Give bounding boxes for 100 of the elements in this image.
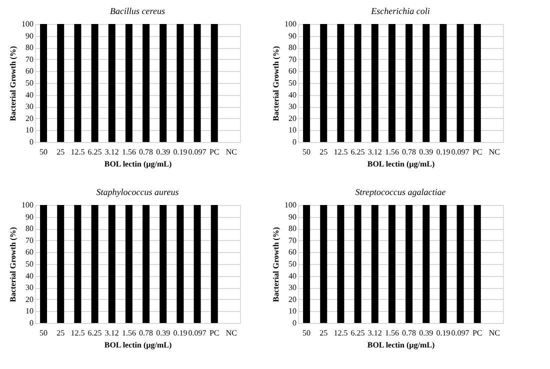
x-tick-label: NC bbox=[226, 328, 238, 338]
y-tick-label: 70 bbox=[288, 236, 296, 245]
y-tick-label: 60 bbox=[288, 66, 296, 76]
x-tick-label: 3.12 bbox=[104, 148, 119, 156]
x-tick-label: 6.25 bbox=[88, 328, 102, 338]
x-tick-label: 0.78 bbox=[402, 328, 416, 338]
x-axis-title: BOL lectin (µg/mL) bbox=[104, 340, 172, 350]
y-tick-label: 0 bbox=[30, 318, 34, 328]
x-tick-label: 50 bbox=[302, 148, 311, 156]
x-tick-label: NC bbox=[488, 148, 500, 156]
y-tick-label: 40 bbox=[26, 271, 34, 280]
x-tick-label: 25 bbox=[320, 148, 328, 156]
y-tick-label: 0 bbox=[292, 138, 296, 146]
y-tick-label: 60 bbox=[288, 248, 296, 257]
x-tick-label: 0.78 bbox=[139, 328, 154, 338]
x-tick-label: PC bbox=[472, 328, 482, 338]
x-tick-label: PC bbox=[209, 148, 220, 156]
y-tick-label: 10 bbox=[288, 126, 296, 135]
y-tick-label: 70 bbox=[26, 54, 34, 64]
y-tick-label: 100 bbox=[284, 20, 296, 28]
x-tick-label: 25 bbox=[56, 148, 65, 156]
y-tick-label: 40 bbox=[26, 90, 34, 100]
y-tick-label: 100 bbox=[22, 200, 34, 210]
y-tick-label: 20 bbox=[288, 114, 296, 123]
y-tick-label: 70 bbox=[288, 54, 296, 64]
y-tick-label: 100 bbox=[22, 20, 34, 28]
y-tick-label: 50 bbox=[288, 78, 296, 88]
x-tick-label: 0.097 bbox=[188, 328, 206, 338]
y-tick-label: 100 bbox=[284, 200, 296, 210]
y-tick-label: 30 bbox=[26, 283, 34, 292]
x-tick-label: 0.19 bbox=[173, 328, 188, 338]
x-tick-label: 50 bbox=[302, 328, 311, 338]
x-tick-label: 6.25 bbox=[350, 328, 365, 338]
x-tick-label: 0.097 bbox=[451, 328, 470, 338]
y-tick-label: 50 bbox=[26, 78, 34, 88]
y-tick-label: 10 bbox=[26, 126, 34, 135]
y-tick-label: 80 bbox=[288, 43, 296, 52]
x-tick-label: 0.78 bbox=[402, 148, 416, 156]
x-tick-label: 6.25 bbox=[88, 148, 102, 156]
x-tick-label: 25 bbox=[320, 328, 328, 338]
y-axis-title: Bacterial Growth (%) bbox=[8, 46, 18, 121]
x-tick-label: 1.56 bbox=[384, 148, 399, 156]
y-tick-label: 0 bbox=[30, 138, 34, 146]
y-tick-label: 90 bbox=[288, 212, 296, 222]
chart-title: Streptococcus agalactiae bbox=[355, 187, 446, 197]
y-tick-label: 30 bbox=[288, 102, 296, 112]
y-axis-title: Bacterial Growth (%) bbox=[8, 226, 18, 302]
y-tick-label: 80 bbox=[26, 43, 34, 52]
x-tick-label: 12.5 bbox=[70, 148, 85, 156]
y-axis-title: Bacterial Growth (%) bbox=[272, 226, 280, 302]
y-tick-label: 60 bbox=[26, 248, 34, 257]
x-tick-label: PC bbox=[472, 148, 482, 156]
y-tick-label: 50 bbox=[26, 260, 34, 268]
x-axis-title: BOL lectin (µg/mL) bbox=[104, 160, 172, 168]
x-tick-label: 3.12 bbox=[368, 328, 382, 338]
y-tick-label: 30 bbox=[288, 283, 296, 292]
y-tick-label: 20 bbox=[288, 294, 296, 304]
x-tick-label: 12.5 bbox=[70, 328, 85, 338]
x-tick-label: 0.19 bbox=[173, 148, 188, 156]
x-tick-label: 3.12 bbox=[104, 328, 119, 338]
x-tick-label: NC bbox=[488, 328, 500, 338]
x-tick-label: PC bbox=[209, 328, 220, 338]
y-tick-label: 20 bbox=[26, 294, 34, 304]
chart-title: Bacillus cereus bbox=[110, 6, 166, 16]
x-tick-label: NC bbox=[226, 148, 238, 156]
x-tick-label: 25 bbox=[56, 328, 65, 338]
x-tick-label: 0.39 bbox=[156, 148, 170, 156]
x-tick-label: 0.39 bbox=[419, 328, 434, 338]
x-tick-label: 12.5 bbox=[334, 148, 348, 156]
x-tick-label: 50 bbox=[40, 148, 48, 156]
y-axis-title: Bacterial Growth (%) bbox=[272, 46, 280, 121]
x-tick-label: 6.25 bbox=[350, 148, 365, 156]
y-tick-label: 20 bbox=[26, 114, 34, 123]
x-tick-label: 1.56 bbox=[384, 328, 399, 338]
y-tick-label: 50 bbox=[288, 260, 296, 268]
y-tick-label: 10 bbox=[26, 306, 34, 316]
chart-title: Escherichia coli bbox=[370, 6, 430, 16]
y-tick-label: 90 bbox=[26, 31, 34, 40]
x-tick-label: 3.12 bbox=[368, 148, 382, 156]
x-tick-label: 0.39 bbox=[156, 328, 170, 338]
y-tick-label: 10 bbox=[288, 306, 296, 316]
y-tick-label: 40 bbox=[288, 90, 296, 100]
chart-title: Staphylococcus aureus bbox=[96, 187, 180, 197]
x-tick-label: 0.19 bbox=[436, 328, 450, 338]
y-tick-label: 0 bbox=[292, 318, 296, 328]
x-axis-title: BOL lectin (µg/mL) bbox=[367, 340, 435, 350]
x-axis-title: BOL lectin (µg/mL) bbox=[367, 160, 435, 168]
x-tick-label: 0.097 bbox=[451, 148, 470, 156]
y-tick-label: 90 bbox=[288, 31, 296, 40]
y-tick-label: 90 bbox=[26, 212, 34, 222]
y-tick-label: 80 bbox=[288, 224, 296, 234]
y-tick-label: 30 bbox=[26, 102, 34, 112]
x-tick-label: 0.097 bbox=[188, 148, 206, 156]
x-tick-label: 0.39 bbox=[419, 148, 434, 156]
x-tick-label: 50 bbox=[40, 328, 48, 338]
x-tick-label: 0.78 bbox=[139, 148, 154, 156]
y-tick-label: 80 bbox=[26, 224, 34, 234]
x-tick-label: 12.5 bbox=[334, 328, 348, 338]
y-tick-label: 60 bbox=[26, 66, 34, 76]
y-tick-label: 40 bbox=[288, 271, 296, 280]
